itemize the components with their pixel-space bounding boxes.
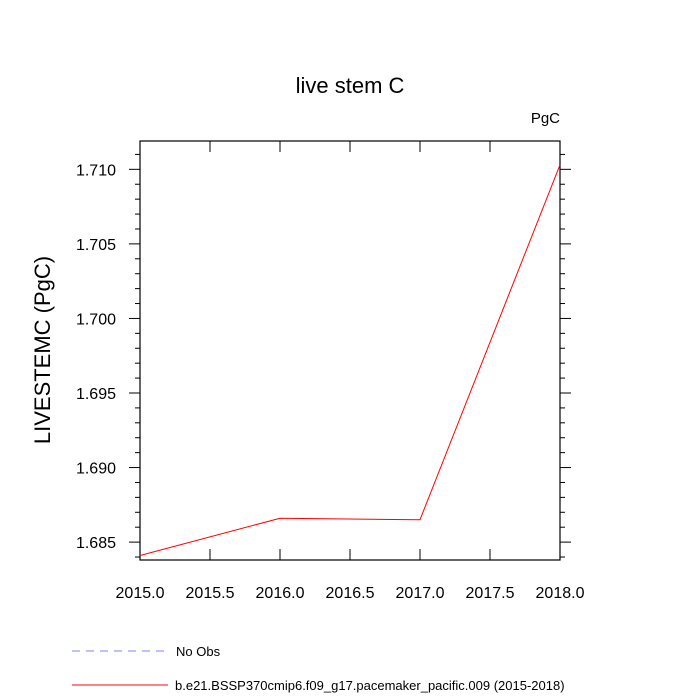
chart-title: live stem C [296, 73, 405, 98]
series-line [139, 164, 561, 557]
x-tick-label: 2017.5 [466, 585, 515, 602]
y-tick-label: 1.705 [76, 237, 116, 254]
plot-area: 2015.0 2015.5 2016.0 2016.5 2017.0 2017.5 2018… [76, 140, 585, 602]
x-tick-label: 2015.0 [116, 585, 165, 602]
y-tick-label: 1.685 [76, 535, 116, 552]
plot-frame [139, 140, 561, 561]
x-tick-label: 2018.0 [536, 585, 585, 602]
y-axis-label: LIVESTEMC (PgC) [30, 256, 55, 444]
y-tick-label: 1.710 [76, 162, 116, 179]
legend-label: b.e21.BSSP370cmip6.f09_g17.pacemaker_pac… [175, 678, 565, 693]
x-tick-label: 2016.0 [256, 585, 305, 602]
y-tick-label: 1.690 [76, 461, 116, 478]
y-tick-label: 1.700 [76, 311, 116, 328]
y-tick-label: 1.695 [76, 386, 116, 403]
x-tick-label: 2015.5 [186, 585, 235, 602]
x-tick-label: 2016.5 [326, 585, 375, 602]
legend-label: No Obs [176, 644, 221, 659]
units-label: PgC [531, 110, 560, 127]
legend: No Obs b.e21.BSSP370cmip6.f09_g17.pacemak… [72, 644, 565, 693]
x-tick-label: 2017.0 [396, 585, 445, 602]
